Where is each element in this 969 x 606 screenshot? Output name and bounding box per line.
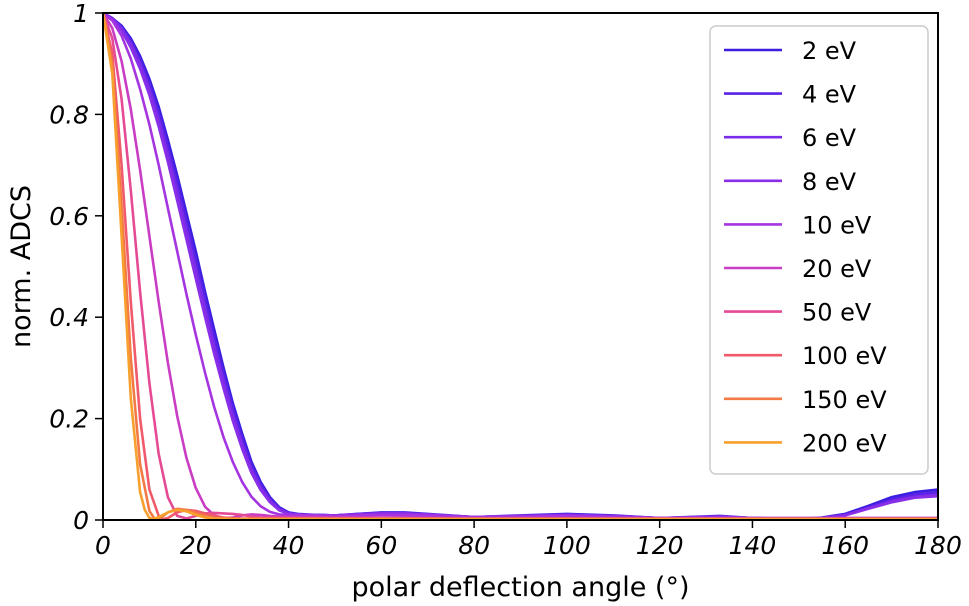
x-tick-label: 140: [729, 531, 777, 560]
y-axis: 0 0.2 0.4 0.6 0.8 1: [49, 0, 103, 535]
y-tick-label: 0.8: [49, 100, 89, 129]
legend: 2 eV 4 eV 6 eV 8 eV 10 eV 20 eV 50 eV 100 eV 150…: [709, 25, 929, 475]
y-tick-label: 0: [73, 506, 89, 535]
legend-label: 2 eV: [802, 37, 857, 65]
legend-label: 8 eV: [802, 168, 857, 196]
legend-label: 10 eV: [802, 211, 872, 239]
x-tick-label: 180: [914, 531, 962, 560]
x-tick-label: 120: [636, 531, 684, 560]
x-tick-label: 100: [543, 531, 591, 560]
x-axis-label: polar deflection angle (°): [352, 572, 690, 603]
legend-label: 100 eV: [802, 342, 887, 370]
legend-label: 150 eV: [802, 386, 887, 414]
y-tick-label: 0.6: [49, 202, 89, 231]
y-tick-label: 1: [73, 0, 89, 28]
legend-label: 50 eV: [802, 299, 872, 327]
series-line-4: [103, 11, 938, 520]
legend-label: 200 eV: [802, 429, 887, 457]
legend-label: 6 eV: [802, 124, 857, 152]
x-tick-label: 20: [180, 531, 212, 560]
plot-frame: [102, 12, 939, 521]
x-tick-label: 40: [273, 531, 305, 560]
x-axis: 0 20 40 60 80 100 120 140 160 180: [95, 520, 962, 560]
y-tick-label: 0.4: [49, 303, 89, 332]
y-axis-label: norm. ADCS: [6, 185, 37, 348]
x-tick-label: 80: [458, 531, 490, 560]
legend-label: 20 eV: [802, 255, 872, 283]
x-tick-label: 0: [95, 531, 111, 560]
y-tick-label: 0.2: [49, 405, 89, 434]
x-tick-label: 60: [365, 531, 397, 560]
x-tick-label: 160: [821, 531, 869, 560]
legend-label: 4 eV: [802, 81, 857, 109]
